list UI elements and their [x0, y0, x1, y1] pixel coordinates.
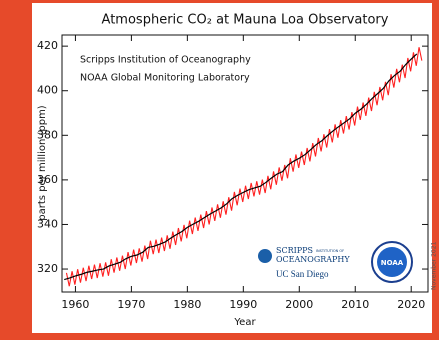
x-tick-label: 2000 [285, 298, 313, 311]
noaa-logo-inner [377, 247, 407, 277]
logo-text: UC San Diego [276, 269, 329, 279]
y-tick-label: 320 [37, 262, 58, 275]
chart-title: Atmospheric CO₂ at Mauna Loa Observatory [102, 13, 389, 28]
y-tick-label: 400 [37, 84, 58, 97]
x-tick-label: 2010 [341, 298, 369, 311]
logo-text: SCRIPPS [276, 246, 313, 255]
x-tick-label: 1960 [61, 298, 89, 311]
annotation: Scripps Institution of Oceanography [80, 55, 251, 66]
logos: SCRIPPS INSTITUTION OF OCEANOGRAPHY UC S… [258, 241, 413, 283]
y-tick-label: 380 [37, 128, 58, 141]
y-axis-label: parts per million (ppm) [37, 105, 48, 221]
panel [32, 3, 432, 333]
logo-text: INSTITUTION OF [316, 249, 344, 253]
y-tick-label: 360 [37, 173, 58, 186]
scripps-logo [258, 249, 272, 263]
date-note: November 2021 [431, 241, 438, 290]
plot-box [61, 34, 429, 293]
logo-text: NOAA [381, 259, 404, 267]
x-axis-label: Year [233, 317, 256, 328]
series-line [64, 53, 418, 281]
x-tick-label: 1990 [229, 298, 257, 311]
x-tick-label: 2020 [397, 298, 425, 311]
x-tick-label: 1970 [117, 298, 145, 311]
logo-text: OCEANOGRAPHY [276, 255, 350, 264]
y-tick-label: 340 [37, 217, 58, 230]
annotation: NOAA Global Monitoring Laboratory [80, 73, 250, 84]
x-tick-label: 1980 [173, 298, 201, 311]
y-tick-label: 420 [37, 39, 58, 52]
series-line [65, 47, 423, 287]
